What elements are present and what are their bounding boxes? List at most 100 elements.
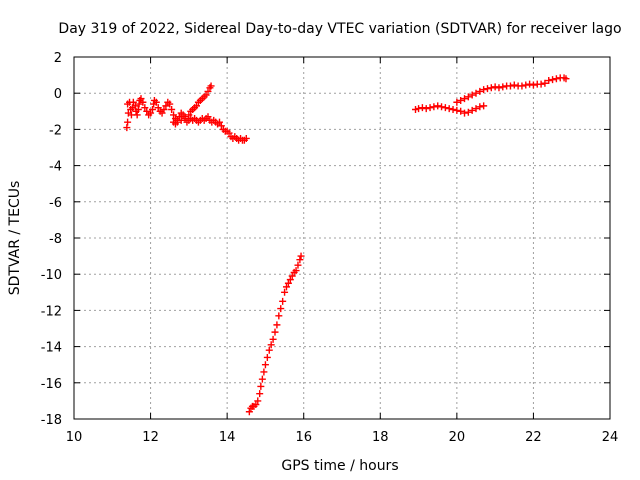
data-point [526, 80, 534, 88]
data-point [412, 105, 420, 113]
data-point [177, 116, 185, 124]
data-point [483, 85, 491, 93]
x-tick-label: 14 [219, 430, 236, 445]
data-point [275, 312, 283, 320]
data-point [415, 105, 423, 113]
data-point [258, 375, 266, 383]
data-point [204, 87, 212, 95]
data-point [170, 111, 178, 119]
data-point [506, 82, 514, 90]
data-point [537, 80, 545, 88]
data-point [273, 321, 281, 329]
data-point [137, 95, 145, 103]
data-point [261, 361, 269, 369]
data-point [453, 106, 461, 114]
data-point [518, 82, 526, 90]
data-point [297, 252, 305, 260]
grid [74, 57, 610, 419]
data-point [457, 96, 465, 104]
data-point [464, 108, 472, 116]
data-point [495, 84, 503, 92]
data-point [193, 102, 201, 110]
data-point [562, 75, 570, 83]
data-point [152, 98, 160, 106]
data-point [294, 261, 302, 269]
data-point [541, 79, 549, 87]
data-point [522, 81, 530, 89]
data-point [124, 118, 132, 126]
y-tick-label: -6 [49, 196, 62, 211]
data-point [449, 105, 457, 113]
data-point [185, 111, 193, 119]
data-point [148, 105, 156, 113]
x-tick-label: 22 [525, 430, 542, 445]
data-point [269, 335, 277, 343]
data-point [476, 87, 484, 95]
data-point [480, 86, 488, 94]
data-point [468, 91, 476, 99]
data-point [418, 104, 426, 112]
data-point [158, 109, 166, 117]
data-point [476, 103, 484, 111]
data-point [267, 341, 275, 349]
data-point [296, 256, 304, 264]
data-point [434, 102, 442, 110]
data-point [552, 75, 560, 83]
x-tick-label: 12 [142, 430, 159, 445]
data-point [472, 105, 480, 113]
y-tick-label: -4 [49, 160, 62, 175]
data-point [166, 100, 174, 108]
data-point [139, 98, 147, 106]
data-point [461, 95, 469, 103]
data-point [461, 109, 469, 117]
data-point [217, 122, 225, 130]
data-point [202, 91, 210, 99]
data-point [173, 118, 181, 126]
data-point [160, 105, 168, 113]
data-point [277, 305, 285, 313]
data-point [123, 124, 131, 132]
data-point [480, 102, 488, 110]
data-point [215, 118, 223, 126]
data-point [281, 288, 289, 296]
data-point [263, 353, 271, 361]
x-tick-label: 16 [295, 430, 312, 445]
x-tick-label: 24 [602, 430, 619, 445]
data-point [545, 77, 553, 85]
y-tick-label: -16 [41, 377, 62, 392]
data-point [445, 105, 453, 113]
data-point [457, 107, 465, 115]
data-point [288, 272, 296, 280]
data-point [265, 346, 273, 354]
data-point [453, 98, 461, 106]
x-tick-label: 18 [372, 430, 389, 445]
y-tick-label: -12 [41, 304, 62, 319]
data-point [252, 401, 260, 409]
data-point [181, 113, 189, 121]
data-point [141, 104, 149, 112]
data-point [284, 279, 292, 287]
data-point [135, 100, 143, 108]
data-point [422, 105, 430, 113]
data-point [441, 104, 449, 112]
data-point [257, 382, 265, 390]
data-point [133, 111, 141, 119]
data-point [549, 76, 557, 84]
data-point [529, 81, 537, 89]
data-point [162, 102, 170, 110]
data-point [438, 103, 446, 111]
chart-title: Day 319 of 2022, Sidereal Day-to-day VTE… [58, 21, 621, 37]
data-point [282, 283, 290, 291]
y-tick-label: 0 [54, 87, 62, 102]
data-point [147, 109, 155, 117]
data-point [464, 93, 472, 101]
x-axis-label: GPS time / hours [281, 458, 398, 474]
data-point [499, 83, 507, 91]
axis-ticks: 10 12 14 16 18 20 22 2420-2-4-6-8-10-12-14-16-1… [41, 51, 619, 445]
data-point [487, 84, 495, 92]
data-point [129, 98, 137, 106]
data-point [491, 83, 499, 91]
data-point [292, 267, 300, 275]
y-axis-label: SDTVAR / TECUs [7, 181, 23, 296]
